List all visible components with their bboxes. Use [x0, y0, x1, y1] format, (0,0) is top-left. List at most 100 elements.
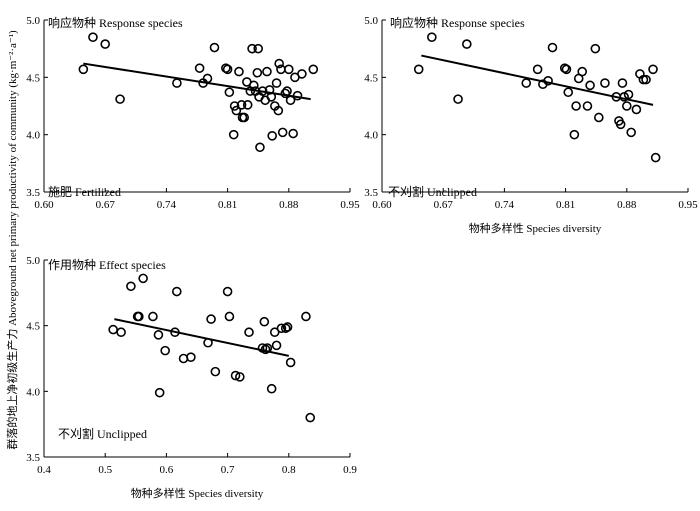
panel-3-data-point [276, 323, 287, 334]
panel-1-data-point [292, 90, 303, 101]
panel-2-x-tick-label: 0.60 [372, 199, 392, 211]
panel-1-x-tick-label: 0.88 [279, 199, 299, 211]
panel-1-data-point [194, 63, 205, 73]
panel-3-data-point [271, 340, 282, 351]
panel-3-x-tick-label: 0.5 [98, 464, 112, 476]
panel-3-data-point [260, 344, 271, 355]
panel-3-y-tick-label: 4.5 [26, 321, 40, 333]
panel-1-x-ticks: 0.60 0.67 0.74 0.81 0.88 0.95 [34, 188, 360, 211]
panel-1-x-tick-label: 0.74 [157, 199, 177, 211]
panel-2-data-point [559, 63, 570, 73]
panel-2-panel-label: 响应物种 Response species [390, 15, 525, 30]
panel-1-data-point [273, 105, 284, 116]
panel-2-data-point [590, 43, 601, 54]
panel-1-data-point [267, 131, 277, 141]
panel-1-data-point [249, 80, 259, 91]
panel-2-y-tick-label: 5.0 [364, 15, 378, 27]
panel-3-panel-label: 作用物种 Effect species [48, 258, 166, 272]
panel-3-data-point [108, 324, 118, 335]
panel-1-data-point [239, 112, 250, 123]
panel-2-data-point [413, 64, 424, 75]
panel-1-data-point [288, 128, 298, 139]
panel-3-data-point [116, 327, 126, 338]
panel-1-x-tick-label: 0.67 [96, 199, 116, 211]
panel-1-data-point [271, 78, 282, 88]
panel-2-data-point [462, 39, 472, 49]
panel-3-x-tick-label: 0.4 [37, 464, 51, 476]
panel-1-data-point [253, 43, 264, 54]
panel-1-data-point [172, 78, 182, 88]
panel-1-data-point [88, 32, 98, 43]
panel-2-data-point [648, 64, 658, 75]
panel-1-data-point [236, 100, 247, 110]
panel-1-data-point [209, 42, 220, 53]
panel-1-data-point [231, 105, 242, 116]
panel-3-data-point [259, 316, 270, 327]
panel-2-data-point [621, 101, 632, 111]
panel-2-data-point [521, 78, 532, 88]
panel-1-y-tick-label: 3.5 [26, 187, 40, 199]
panel-2-x-tick-label: 0.67 [434, 199, 454, 211]
panel-1-data-point [234, 66, 244, 77]
panel-2-data-point [600, 78, 610, 88]
panel-3-points [108, 273, 316, 423]
panel-2-x-tick-label: 0.81 [556, 199, 575, 211]
panel-3-y-tick-label: 5.0 [26, 255, 40, 267]
panel-1-y-tick-label: 5.0 [26, 15, 40, 27]
panel-2-data-point [427, 32, 437, 43]
panel-2-points [413, 32, 661, 163]
panel-1-panel-label: 响应物种 Response species [48, 15, 183, 30]
panel-2-x-tick-label: 0.74 [495, 199, 515, 211]
panel-3-x-axis-title: 物种多样性 Species diversity [131, 486, 264, 500]
panel-2-data-point [585, 80, 595, 91]
panel-3-data-point [170, 327, 180, 338]
panel-3-data-point [282, 322, 293, 332]
panel-1-data-point [224, 87, 235, 98]
panel-1-treatment-label: 施肥 Fertilized [48, 185, 121, 199]
panel-1-data-point [229, 101, 240, 111]
panel-2-data-point [453, 94, 463, 104]
panel-1-y-ticks: 3.5 4.0 4.5 5.0 [26, 15, 48, 199]
panel-2-data-point [532, 64, 543, 75]
panel-3-data-point [172, 286, 182, 297]
panel-1-data-point [297, 69, 307, 79]
panel-1-data-point [228, 129, 239, 140]
panel-2-data-point [626, 127, 636, 138]
panel-3-data-point [235, 372, 245, 382]
panel-1-data-point [277, 127, 288, 138]
panel-2-x-tick-label: 0.95 [678, 199, 698, 211]
panel-1-points [78, 32, 319, 153]
panel-1-data-point [252, 67, 263, 78]
panel-1-data-point [283, 64, 294, 75]
panel-2-data-point [547, 42, 558, 53]
panel-1-data-point [282, 86, 292, 96]
panel-3-data-point [210, 366, 221, 377]
panel-2-data-point [631, 104, 642, 115]
panel-3-data-point [203, 337, 213, 348]
panel-3-data-point [305, 412, 316, 423]
panel-3-data-point [244, 327, 254, 338]
panel-3-y-ticks: 3.5 4.0 4.5 5.0 [26, 255, 48, 464]
panel-3-data-point [224, 311, 235, 322]
panel-2-data-point [641, 74, 651, 85]
panel-2-y-tick-label: 3.5 [364, 187, 378, 199]
panel-2-data-point [617, 78, 628, 88]
panel-2-treatment-label: 不刈割 Unclipped [388, 184, 477, 199]
panel-2-data-point [582, 101, 593, 111]
panel-2-trend-line [421, 54, 654, 106]
panel-2-data-point [561, 64, 572, 75]
panel-2-data-point [623, 89, 634, 100]
panel-1-data-point [274, 58, 284, 69]
panel-3-data-point [301, 311, 311, 322]
panel-2-data-point [543, 75, 553, 86]
panel-1-data-point [242, 100, 253, 110]
panel-1-data-point [262, 66, 272, 77]
panel-3-trend-line [114, 318, 290, 357]
panel-3-data-point [206, 314, 216, 324]
panel-3-x-ticks: 0.4 0.5 0.6 0.7 0.8 0.9 [37, 453, 357, 476]
panel-2-data-point [594, 112, 604, 123]
panel-1-data-point [285, 95, 296, 106]
panel-1-data-point [247, 43, 257, 54]
panel-1-data-point [100, 39, 110, 49]
panel-2-y-ticks: 3.5 4.0 4.5 5.0 [364, 15, 386, 199]
